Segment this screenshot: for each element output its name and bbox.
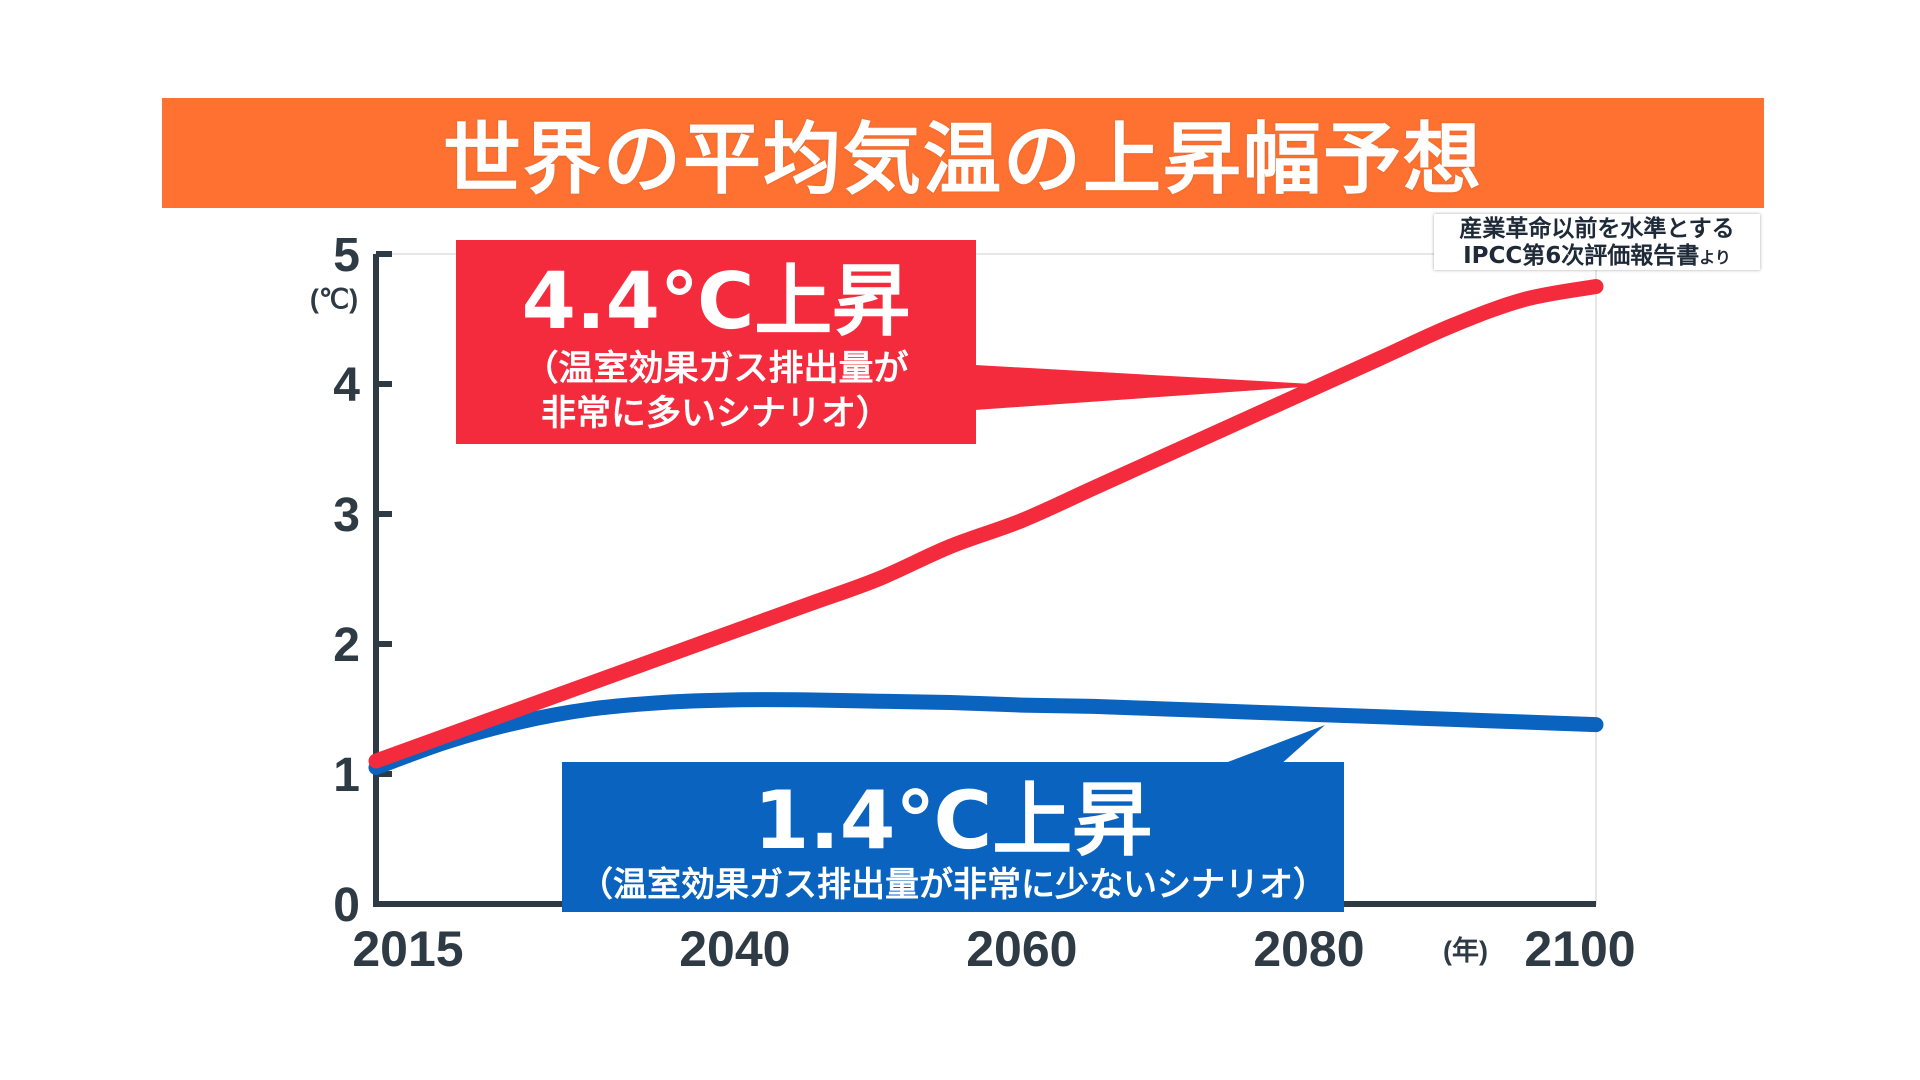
callout-pointer-high (975, 365, 1330, 410)
x-tick-label: 2040 (679, 921, 790, 977)
title-banner: 世界の平均気温の上昇幅予想 (162, 98, 1764, 208)
callout-high-value: 4.4℃上昇 (522, 257, 911, 347)
callout-box-low (562, 762, 1344, 912)
source-note-line2: IPCC第6次評価報告書より (1434, 243, 1760, 271)
x-axis-unit-label: (年) (1443, 935, 1488, 966)
y-tick-label: 5 (333, 229, 360, 282)
callout-low-line1: （温室効果ガス排出量が非常に少ないシナリオ） (579, 865, 1327, 905)
source-note: 産業革命以前を水準とする IPCC第6次評価報告書より (1434, 214, 1760, 270)
y-tick-label: 3 (333, 489, 360, 542)
x-tick-label: 2100 (1524, 921, 1635, 977)
series-line-low (368, 692, 1604, 775)
y-tick-label: 2 (333, 619, 360, 672)
callout-pointer-low (1220, 725, 1325, 765)
source-note-line1: 産業革命以前を水準とする (1459, 216, 1735, 242)
callout-box-high (456, 240, 976, 444)
source-note-main: IPCC第6次評価報告書 (1463, 243, 1700, 269)
y-tick-label: 0 (333, 879, 360, 932)
source-note-suffix: より (1699, 248, 1731, 267)
x-tick-label: 2080 (1253, 921, 1364, 977)
callout-high-line1: （温室効果ガス排出量が (523, 348, 908, 389)
chart-title: 世界の平均気温の上昇幅予想 (442, 115, 1483, 205)
callout-high-line2: 非常に多いシナリオ） (541, 394, 891, 434)
y-tick-label: 1 (333, 749, 360, 802)
series-layer (368, 279, 1604, 775)
x-tick-label: 2060 (966, 921, 1077, 977)
series-line-high (368, 279, 1604, 769)
y-tick-label: 4 (333, 359, 360, 412)
x-tick-label: 2015 (352, 921, 463, 977)
y-axis-unit-label: (℃) (310, 284, 358, 314)
callout-low-value: 1.4℃上昇 (754, 774, 1153, 867)
